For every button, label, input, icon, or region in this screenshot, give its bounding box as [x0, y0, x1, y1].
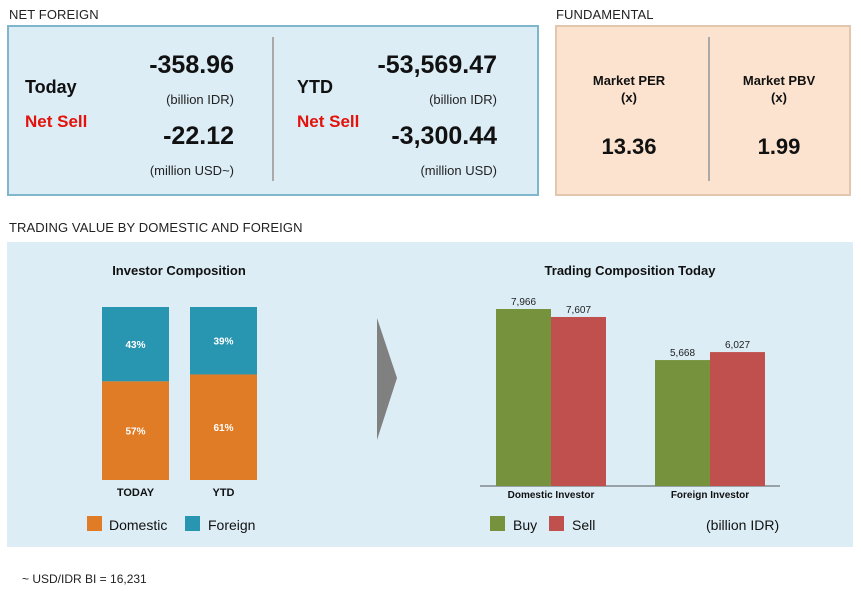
- fundamental-title: FUNDAMENTAL: [556, 7, 654, 22]
- fundamental-panel: Market PER (x) 13.36 Market PBV (x) 1.99: [555, 25, 851, 196]
- label-domestic-ytd: 61%: [213, 423, 233, 434]
- bar-sell-1: [710, 352, 765, 486]
- today-label: Today: [25, 77, 77, 97]
- category-label-ytd: YTD: [213, 487, 235, 499]
- category-label-today: TODAY: [117, 487, 155, 499]
- footnote: ~ USD/IDR BI = 16,231: [22, 572, 147, 586]
- category-label-1: Foreign Investor: [671, 490, 749, 501]
- investor-composition-chart: 43% 57% TODAY 39% 61% YTD: [102, 307, 257, 499]
- today-idr-unit: (billion IDR): [166, 92, 234, 107]
- net-foreign-panel: Today Net Sell -358.96 (billion IDR) -22…: [7, 25, 539, 196]
- net-foreign-divider: [272, 37, 274, 181]
- label-domestic-today: 57%: [125, 427, 145, 438]
- legend-buy-swatch: [490, 516, 505, 531]
- bar-buy-1: [655, 360, 710, 486]
- value-label-buy-0: 7,966: [511, 297, 536, 308]
- fundamental-divider: [708, 37, 710, 181]
- bar-domestic-ytd: [190, 374, 257, 480]
- market-per-unit: (x): [621, 90, 637, 105]
- today-usd-value: -22.12: [163, 122, 234, 150]
- trading-composition-chart: 7,966 7,607 Domestic Investor 5,668 6,027 For…: [496, 297, 765, 501]
- ytd-usd-value: -3,300.44: [391, 122, 497, 150]
- legend-sell-label: Sell: [572, 517, 596, 533]
- market-per-value: 13.36: [601, 134, 657, 159]
- arrow-icon: [377, 318, 397, 440]
- value-label-buy-1: 5,668: [670, 348, 695, 359]
- legend-buy-label: Buy: [513, 517, 538, 533]
- legend-foreign-label: Foreign: [208, 517, 256, 533]
- legend-foreign-swatch: [185, 516, 200, 531]
- bar-foreign-ytd: [190, 307, 257, 375]
- market-pbv-label: Market PBV: [742, 73, 816, 88]
- bar-foreign-today: [102, 307, 169, 382]
- label-foreign-ytd: 39%: [213, 337, 233, 348]
- ytd-label: YTD: [297, 77, 333, 97]
- trading-composition-title: Trading Composition Today: [544, 263, 716, 278]
- trading-value-title: TRADING VALUE BY DOMESTIC AND FOREIGN: [9, 220, 303, 235]
- legend-domestic-swatch: [87, 516, 102, 531]
- legend-domestic-label: Domestic: [109, 517, 168, 533]
- ytd-usd-unit: (million USD): [420, 163, 497, 178]
- market-pbv-unit: (x): [771, 90, 787, 105]
- chart-unit-label: (billion IDR): [706, 517, 780, 533]
- net-foreign-title: NET FOREIGN: [9, 7, 99, 22]
- investor-composition-title: Investor Composition: [112, 263, 246, 278]
- legend-sell-swatch: [549, 516, 564, 531]
- value-label-sell-0: 7,607: [566, 305, 591, 316]
- today-usd-unit: (million USD~): [149, 163, 234, 178]
- ytd-status: Net Sell: [297, 112, 360, 131]
- today-status: Net Sell: [25, 112, 88, 131]
- market-per-label: Market PER: [592, 73, 666, 88]
- value-label-sell-1: 6,027: [725, 340, 750, 351]
- market-pbv-value: 1.99: [757, 134, 801, 159]
- ytd-idr-value: -53,569.47: [377, 51, 497, 79]
- bar-domestic-today: [102, 381, 169, 480]
- bar-sell-0: [551, 316, 606, 486]
- today-idr-value: -358.96: [149, 51, 234, 79]
- bar-buy-0: [496, 309, 551, 486]
- ytd-idr-unit: (billion IDR): [429, 92, 497, 107]
- category-label-0: Domestic Investor: [508, 490, 595, 501]
- label-foreign-today: 43%: [125, 340, 145, 351]
